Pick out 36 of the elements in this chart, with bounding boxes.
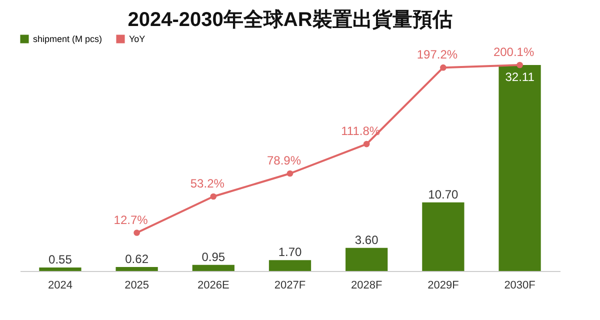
- x-tick-label: 2030F: [504, 280, 536, 292]
- point: [516, 62, 523, 68]
- legend-label: YoY: [129, 34, 146, 44]
- data-label: 10.70: [428, 187, 459, 202]
- bar: [268, 260, 312, 271]
- bar: [346, 248, 388, 271]
- bar: [498, 65, 541, 271]
- chart-title: 2024-2030年全球AR裝置出貨量預估: [128, 9, 452, 31]
- data-label: 0.55: [48, 252, 72, 266]
- bar: [116, 267, 158, 271]
- data-label: 32.11: [505, 70, 535, 84]
- data-label: 0.62: [125, 252, 149, 266]
- x-tick-label: 2027F: [274, 280, 306, 292]
- point: [363, 140, 370, 148]
- bar: [39, 267, 82, 271]
- point: [440, 64, 446, 71]
- data-label: 3.60: [354, 232, 379, 247]
- data-label: 0.95: [202, 250, 226, 264]
- legend-label: shipment (M pcs): [33, 34, 102, 44]
- data-label: 78.9%: [266, 154, 302, 168]
- x-tick-label: 2029F: [428, 280, 460, 292]
- data-label: 197.2%: [416, 48, 458, 62]
- data-label: 1.70: [278, 245, 302, 260]
- point: [286, 170, 294, 177]
- data-label: 111.8%: [341, 124, 380, 138]
- x-tick-label: 2024: [48, 280, 72, 292]
- data-label: 53.2%: [190, 176, 225, 191]
- point: [134, 230, 140, 236]
- bar: [192, 264, 234, 271]
- bar: [422, 202, 464, 271]
- data-label: 200.1%: [493, 45, 534, 59]
- x-tick-label: 2025: [124, 280, 150, 292]
- point: [210, 193, 217, 200]
- data-label: 12.7%: [114, 212, 148, 227]
- x-tick-label: 2026E: [198, 280, 230, 292]
- x-tick-label: 2028F: [350, 280, 382, 292]
